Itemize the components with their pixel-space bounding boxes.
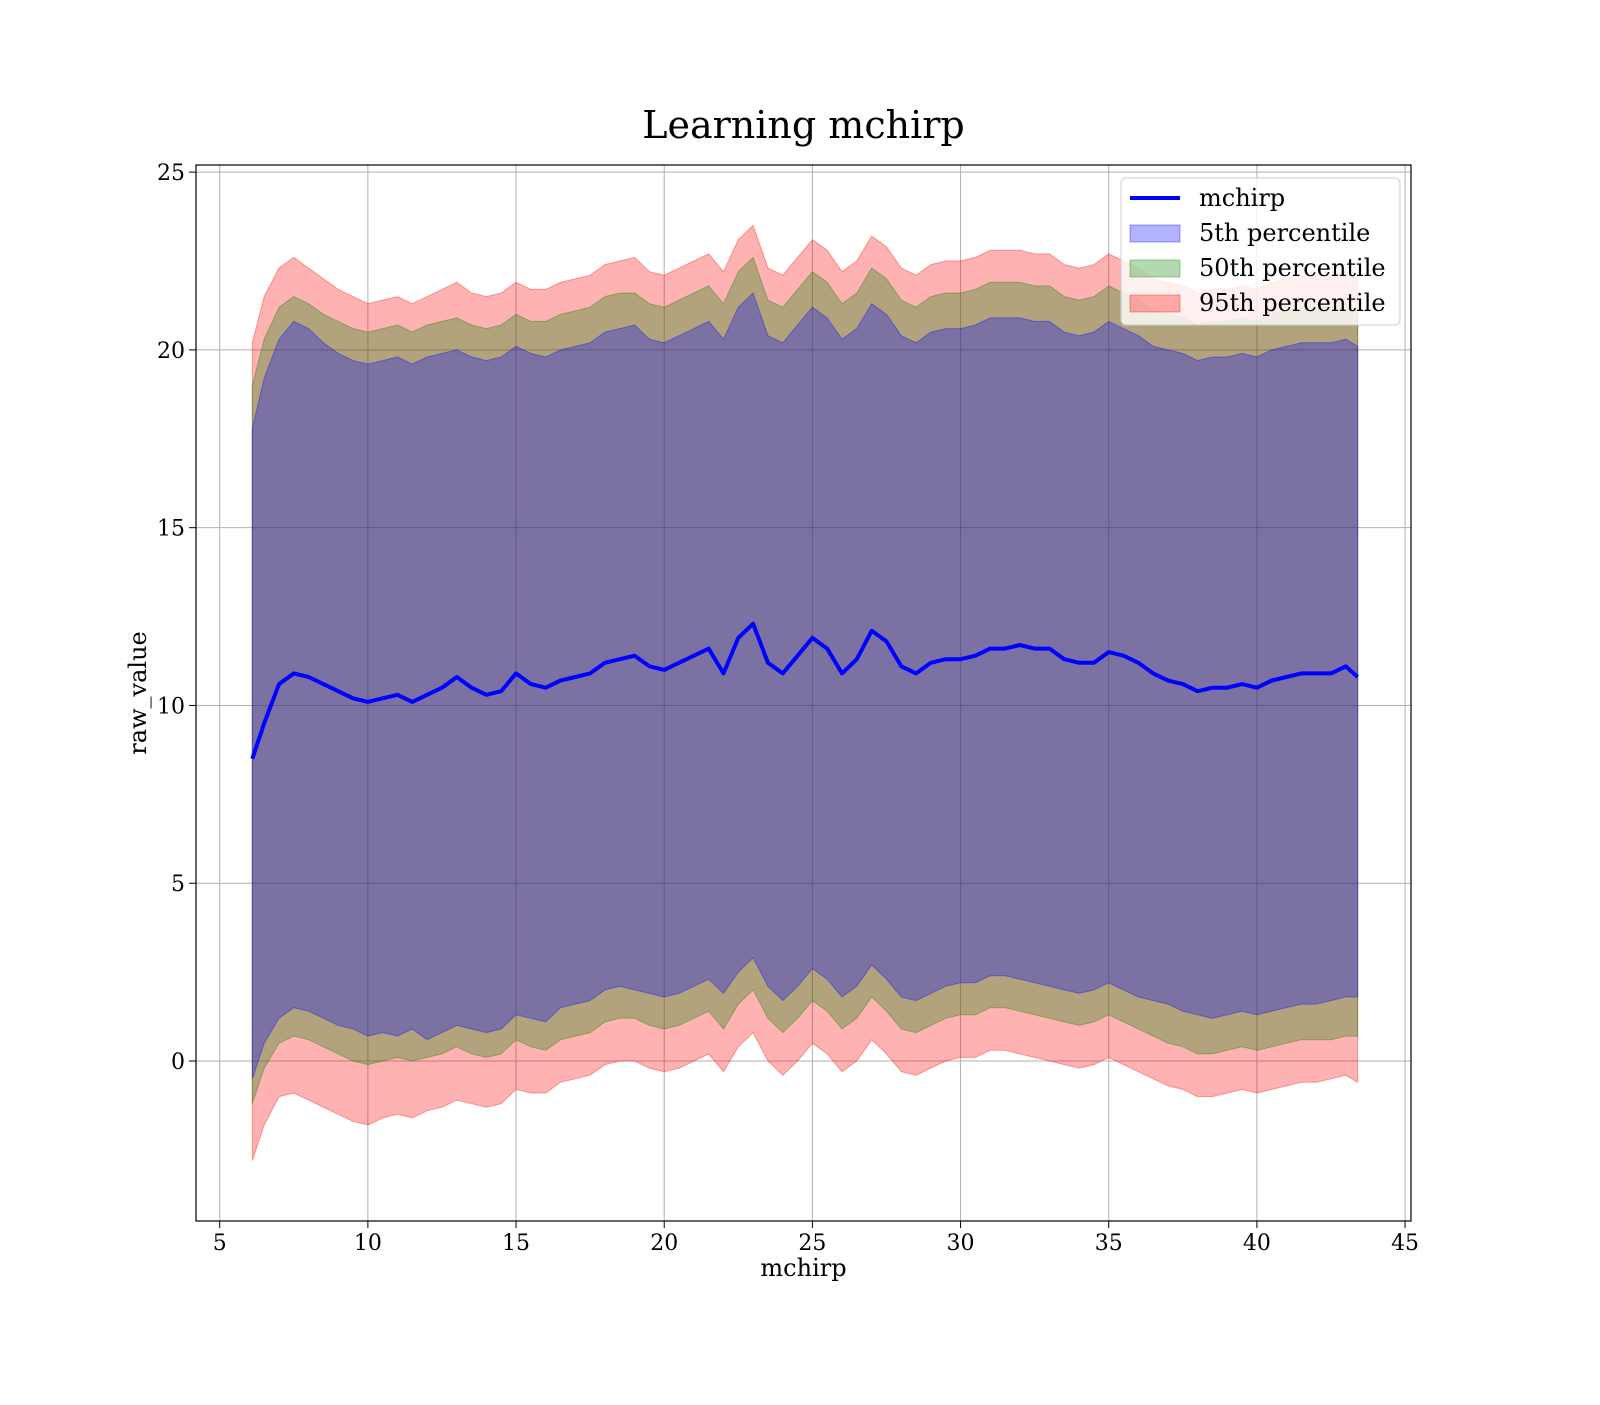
y-tick-label: 15 [157, 517, 185, 542]
y-tick-label: 25 [157, 161, 185, 186]
x-tick-label: 5 [213, 1231, 227, 1256]
legend-label-p50: 50th percentile [1199, 254, 1386, 282]
x-tick-label: 30 [947, 1231, 975, 1256]
chart-title: Learning mchirp [642, 103, 964, 147]
x-axis-label: mchirp [760, 1254, 846, 1282]
legend-swatch-p5 [1130, 225, 1180, 242]
y-tick-label: 10 [157, 694, 185, 719]
x-tick-label: 40 [1243, 1231, 1271, 1256]
percentile-bands [252, 225, 1357, 1160]
y-tick-label: 0 [171, 1050, 185, 1075]
legend-label-line: mchirp [1199, 184, 1285, 212]
y-axis-label: raw_value [124, 631, 152, 755]
x-tick-label: 20 [650, 1231, 678, 1256]
legend-swatch-p50 [1130, 260, 1180, 277]
legend-label-p5: 5th percentile [1199, 219, 1370, 247]
legend-label-p95: 95th percentile [1199, 289, 1386, 317]
legend: mchirp 5th percentile 50th percentile 95th … [1121, 178, 1400, 325]
x-tick-label: 10 [354, 1231, 382, 1256]
legend-swatch-p95 [1130, 295, 1180, 312]
band-5th-percentile [252, 293, 1357, 1079]
y-tick-label: 20 [157, 339, 185, 364]
x-tick-label: 25 [798, 1231, 826, 1256]
x-tick-label: 45 [1391, 1231, 1419, 1256]
x-tick-label: 15 [502, 1231, 530, 1256]
x-tick-label: 35 [1095, 1231, 1123, 1256]
y-tick-label: 5 [171, 872, 185, 897]
